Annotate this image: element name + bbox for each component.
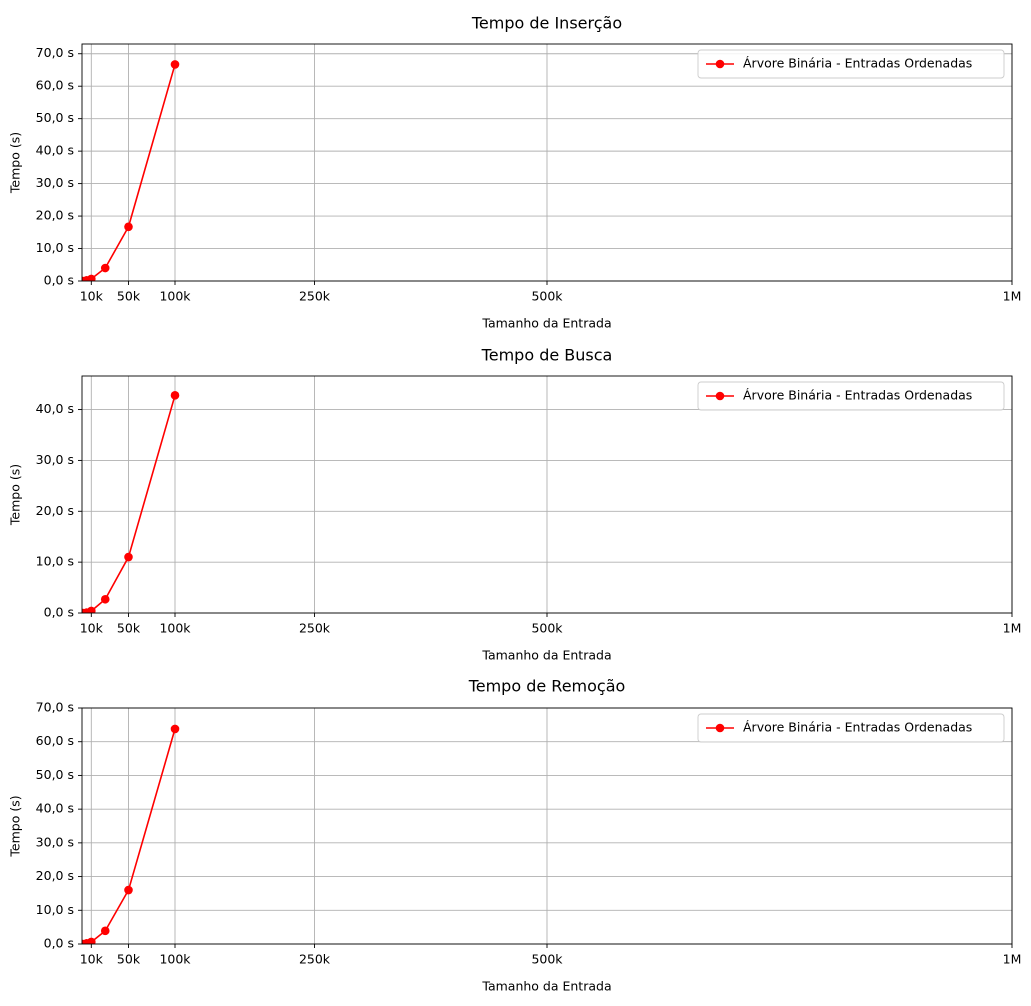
series-line <box>82 728 176 944</box>
y-tick-label: 20,0 s <box>36 868 74 883</box>
x-tick-label: 250k <box>299 289 331 304</box>
y-tick-label: 10,0 s <box>36 240 74 255</box>
y-tick-label: 0,0 s <box>44 936 74 951</box>
y-tick-label: 70,0 s <box>36 45 74 60</box>
legend: Árvore Binária - Entradas Ordenadas <box>697 49 1005 79</box>
y-axis-label: Tempo (s) <box>8 795 23 857</box>
y-tick-label: 0,0 s <box>44 273 74 288</box>
legend-box <box>697 713 1005 743</box>
data-point <box>124 222 133 232</box>
y-tick-label: 70,0 s <box>36 700 74 715</box>
series-line <box>82 395 176 613</box>
x-tick-label: 50k <box>117 289 141 304</box>
y-tick-label: 30,0 s <box>36 834 74 849</box>
chart-title-insercao: Tempo de Inserção <box>471 14 622 33</box>
data-point <box>100 926 110 936</box>
y-axis-label: Tempo (s) <box>8 132 23 194</box>
y-tick-label: 50,0 s <box>36 110 74 125</box>
chart-panel-remocao: Tempo de Remoção 10k 50k 100k 250k 500k 1M 0,0 … <box>8 677 1022 994</box>
y-tick-label: 20,0 s <box>36 503 74 518</box>
y-axis-label: Tempo (s) <box>8 464 23 526</box>
x-tick-label: 1M <box>1003 952 1022 967</box>
y-tick-label: 30,0 s <box>36 175 74 190</box>
chart-panel-busca: Tempo de Busca 10k 50k 100k 250k 500k 1M 0,0 s 1… <box>8 346 1022 663</box>
x-tick-label: 10k <box>80 289 104 304</box>
legend-marker <box>715 723 725 733</box>
series-group <box>82 724 180 944</box>
x-axis-label: Tamanho da Entrada <box>481 979 611 994</box>
x-tick-label: 250k <box>299 952 331 967</box>
legend-label: Árvore Binária - Entradas Ordenadas <box>743 388 972 403</box>
axes-frame <box>81 43 1013 282</box>
series-group <box>82 391 180 613</box>
data-point <box>100 594 110 604</box>
data-point <box>170 391 180 400</box>
chart-title-remocao: Tempo de Remoção <box>468 677 626 696</box>
data-point <box>124 552 133 562</box>
legend: Árvore Binária - Entradas Ordenadas <box>697 713 1005 743</box>
x-tick-label: 500k <box>531 952 563 967</box>
legend-marker <box>715 391 725 401</box>
legend-box <box>697 49 1005 79</box>
x-axis-label: Tamanho da Entrada <box>481 316 611 331</box>
x-tick-label: 1M <box>1003 289 1022 304</box>
x-tick-label: 50k <box>117 621 141 636</box>
x-tick-label: 10k <box>80 621 104 636</box>
x-tick-label: 100k <box>159 621 191 636</box>
y-tick-label: 20,0 s <box>36 208 74 223</box>
legend-box <box>697 381 1005 411</box>
x-tick-label: 250k <box>299 621 331 636</box>
chart-panel-insercao: Tempo de Inserção 10k 50k 100k 250k 500k 1M 0,0… <box>8 14 1022 331</box>
y-tick-label: 40,0 s <box>36 801 74 816</box>
axes-frame <box>81 707 1013 945</box>
y-tick-label: 40,0 s <box>36 401 74 416</box>
y-tick-label: 40,0 s <box>36 143 74 158</box>
y-tick-label: 50,0 s <box>36 767 74 782</box>
data-point <box>124 885 133 895</box>
data-point <box>170 724 180 734</box>
y-tick-label: 0,0 s <box>44 605 74 620</box>
chart-title-busca: Tempo de Busca <box>481 346 613 365</box>
legend-marker <box>715 59 725 69</box>
x-tick-label: 10k <box>80 952 104 967</box>
x-axis-label: Tamanho da Entrada <box>481 648 611 663</box>
legend: Árvore Binária - Entradas Ordenadas <box>697 381 1005 411</box>
data-point <box>100 263 110 273</box>
y-tick-label: 60,0 s <box>36 78 74 93</box>
axes-frame <box>81 375 1013 614</box>
data-point <box>170 60 180 69</box>
legend-label: Árvore Binária - Entradas Ordenadas <box>743 720 972 735</box>
y-tick-label: 30,0 s <box>36 452 74 467</box>
series-group <box>82 60 180 281</box>
x-tick-label: 50k <box>117 952 141 967</box>
data-point <box>87 937 96 944</box>
legend-label: Árvore Binária - Entradas Ordenadas <box>743 56 972 71</box>
x-tick-label: 1M <box>1003 621 1022 636</box>
data-point <box>87 274 96 281</box>
y-tick-label: 60,0 s <box>36 733 74 748</box>
data-point <box>87 606 96 613</box>
y-tick-label: 10,0 s <box>36 554 74 569</box>
x-tick-label: 500k <box>531 621 563 636</box>
x-tick-label: 100k <box>159 289 191 304</box>
x-tick-label: 100k <box>159 952 191 967</box>
x-tick-label: 500k <box>531 289 563 304</box>
y-tick-label: 10,0 s <box>36 902 74 917</box>
